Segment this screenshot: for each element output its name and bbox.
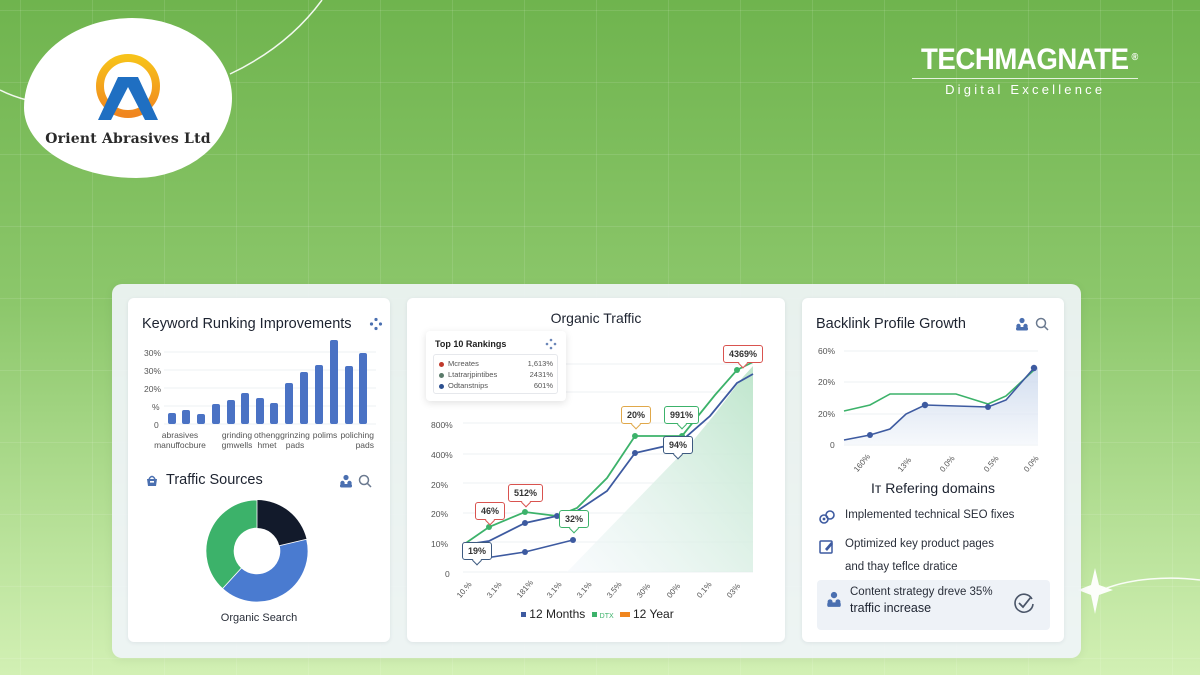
callout-label: 94% <box>663 436 694 454</box>
x-tick: polims <box>312 430 338 440</box>
registered-mark: ® <box>1131 52 1139 63</box>
y-tick: 30% <box>144 366 162 376</box>
orient-logo-icon <box>96 54 160 120</box>
x-tick: otheng hmet <box>254 430 280 450</box>
callout-label: 991% <box>664 406 700 424</box>
list-item: Optimized key product pages <box>818 538 994 554</box>
brand-divider <box>912 78 1138 79</box>
tooltip-title: Top 10 Rankings <box>435 339 507 349</box>
traffic-sources-title: Traffic Sources <box>166 472 263 488</box>
y-tick: 10% <box>431 539 449 549</box>
keyword-bar-chart <box>164 340 376 425</box>
chart-legend: 12 Months DTX 12 Year <box>407 607 785 621</box>
y-tick: 20% <box>144 384 162 394</box>
backlink-line-chart <box>843 350 1038 446</box>
link-icon <box>819 510 835 524</box>
brand-tagline: Digital Excellence <box>945 82 1106 97</box>
y-tick: % <box>152 402 160 412</box>
keyword-traffic-card: Keyword Runking Improvements <box>128 298 390 642</box>
y-tick: 0 <box>445 569 450 579</box>
keyword-card-title: Keyword Runking Improvements <box>142 316 352 332</box>
y-tick: 20% <box>818 409 836 419</box>
dots-icon[interactable] <box>368 316 384 332</box>
x-tick: abrasives manuffocbure <box>154 430 206 450</box>
techmagnate-brand: TECHMAGNATE ® Digital Excellence <box>912 43 1139 97</box>
backlink-card-title: Backlink Profile Growth <box>816 316 966 332</box>
y-tick: 20% <box>818 377 836 387</box>
y-tick: 30% <box>144 348 162 358</box>
y-tick: 20% <box>431 480 449 490</box>
legend-swatch <box>591 611 597 617</box>
x-tick: grinding gmwells <box>221 430 253 450</box>
y-tick: 60% <box>818 346 836 356</box>
users-icon[interactable] <box>1014 316 1030 332</box>
y-tick: 0 <box>830 440 835 450</box>
organic-traffic-title: Organic Traffic <box>550 310 642 326</box>
legend-dot <box>439 372 444 378</box>
legend-dot <box>439 383 444 389</box>
search-icon[interactable] <box>357 473 373 489</box>
tooltip-row: Mcreates 1,613% <box>439 359 553 368</box>
users-icon <box>827 591 841 607</box>
company-logo: Orient Abrasives Ltd <box>24 18 232 178</box>
x-tick: grinzing pads <box>280 430 310 450</box>
organic-traffic-line-chart <box>462 361 754 573</box>
search-icon[interactable] <box>1034 316 1050 332</box>
tooltip-row: Ltatrarjpintibes 2431% <box>439 370 553 379</box>
backlink-card: Backlink Profile Growth 60% <box>802 298 1064 642</box>
highlight-line-2: traffic increase <box>850 601 932 615</box>
list-item: Implemented technical SEO fixes <box>818 509 1014 525</box>
traffic-sources-donut <box>205 499 309 603</box>
y-tick: 400% <box>431 450 453 460</box>
callout-label: 32% <box>559 510 590 528</box>
y-tick: 0 <box>154 420 159 430</box>
callout-label: 46% <box>475 502 506 520</box>
y-tick: 20% <box>431 509 449 519</box>
edit-page-icon <box>819 540 833 554</box>
callout-label: 512% <box>508 484 544 502</box>
callout-label: 19% <box>462 542 493 560</box>
organic-traffic-card: Organic Traffic <box>407 298 785 642</box>
x-tick: poliching pads <box>340 430 374 450</box>
check-circle-icon <box>1014 593 1034 613</box>
callout-label: 20% <box>621 406 652 424</box>
tooltip-row: Odtanstnips 601% <box>439 381 553 390</box>
top-rankings-tooltip: Top 10 Rankings Mcreates 1,613% Ltatrarj… <box>426 331 566 401</box>
x-axis-title: Iт Refering domains <box>871 480 995 496</box>
highlight-callout: Content strategy dreve 35% traffic incre… <box>817 580 1050 630</box>
legend-swatch <box>521 611 527 617</box>
dashboard-panel: Keyword Runking Improvements <box>112 284 1081 658</box>
company-name: Orient Abrasives Ltd <box>45 131 211 147</box>
list-item: and thay teflce dratice <box>845 561 958 573</box>
legend-swatch <box>620 611 630 617</box>
legend-dot <box>439 361 444 367</box>
brand-name: TECHMAGNATE <box>921 43 1129 76</box>
basket-icon <box>147 475 157 486</box>
users-icon[interactable] <box>338 473 354 489</box>
y-tick: 800% <box>431 420 453 430</box>
donut-label: Organic Search <box>220 612 298 624</box>
expand-icon[interactable] <box>545 338 557 350</box>
callout-label: 4369% <box>723 345 764 363</box>
highlight-line-1: Content strategy dreve 35% <box>850 586 993 598</box>
